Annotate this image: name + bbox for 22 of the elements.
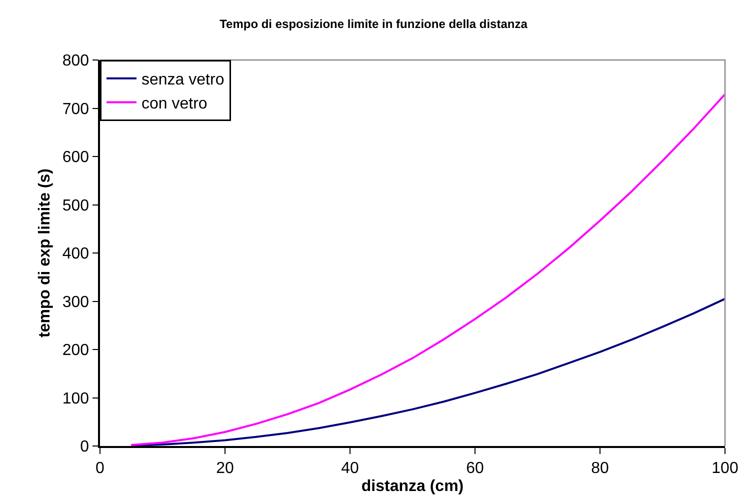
legend-label: con vetro <box>142 95 208 112</box>
line-series <box>130 93 725 446</box>
x-tick-label: 100 <box>712 460 738 477</box>
y-tick-label: 500 <box>62 197 90 214</box>
y-tick-label: 400 <box>62 246 90 263</box>
y-tick-label: 600 <box>62 149 90 166</box>
x-axis-title: distanza (cm) <box>361 478 464 496</box>
y-tick-label: 100 <box>62 390 90 408</box>
x-tick-label: 80 <box>591 460 609 477</box>
y-tick-label: 300 <box>62 294 90 311</box>
y-tick-label: 0 <box>80 438 90 456</box>
x-tick-label: 0 <box>96 460 105 477</box>
y-tick-label: 700 <box>62 100 90 118</box>
y-tick-label: 200 <box>62 342 90 360</box>
x-tick-label: 20 <box>216 460 234 477</box>
x-tick-label: 40 <box>341 460 359 477</box>
x-tick-label: 60 <box>466 460 484 477</box>
y-axis-title: tempo di exp limite (s) <box>36 168 54 338</box>
chart-title: Tempo di esposizione limite in funzione della distanza <box>220 17 528 32</box>
legend-label: senza vetro <box>142 72 224 89</box>
line-series <box>130 298 725 446</box>
y-tick-label: 800 <box>62 52 90 70</box>
